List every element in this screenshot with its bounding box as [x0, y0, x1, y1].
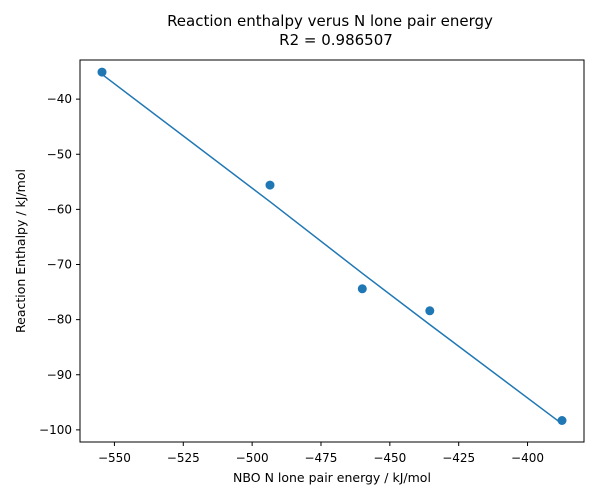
- y-tick-label: −40: [47, 92, 72, 106]
- data-point: [357, 284, 367, 294]
- data-point: [97, 67, 107, 77]
- plot-frame: [79, 59, 585, 443]
- y-tick-label: −60: [47, 202, 72, 216]
- plot-area: [97, 67, 567, 425]
- chart-subtitle: R2 = 0.986507: [279, 31, 393, 49]
- y-axis: −40 −50 −60 −70 −80 −90 −100: [39, 92, 80, 437]
- y-tick-label: −50: [47, 147, 72, 161]
- x-tick-label: −500: [236, 451, 269, 465]
- x-tick-label: −475: [304, 451, 337, 465]
- chart-title: Reaction enthalpy verus N lone pair ener…: [167, 12, 493, 30]
- x-tick-label: −400: [511, 451, 544, 465]
- data-point: [557, 416, 567, 425]
- x-tick-label: −550: [98, 451, 131, 465]
- y-axis-label: Reaction Enthalpy / kJ/mol: [13, 169, 28, 333]
- data-point: [425, 306, 435, 316]
- y-tick-label: −80: [47, 313, 72, 327]
- y-tick-label: −100: [39, 423, 72, 437]
- x-axis-label: NBO N lone pair energy / kJ/mol: [233, 470, 431, 485]
- x-tick-label: −450: [373, 451, 406, 465]
- fit-line: [101, 73, 563, 425]
- x-axis: −550 −525 −500 −475 −450 −425 −400: [98, 442, 544, 465]
- x-tick-label: −425: [442, 451, 475, 465]
- x-tick-label: −525: [167, 451, 200, 465]
- data-point: [265, 180, 275, 190]
- y-tick-label: −70: [47, 258, 72, 272]
- y-tick-label: −90: [47, 368, 72, 382]
